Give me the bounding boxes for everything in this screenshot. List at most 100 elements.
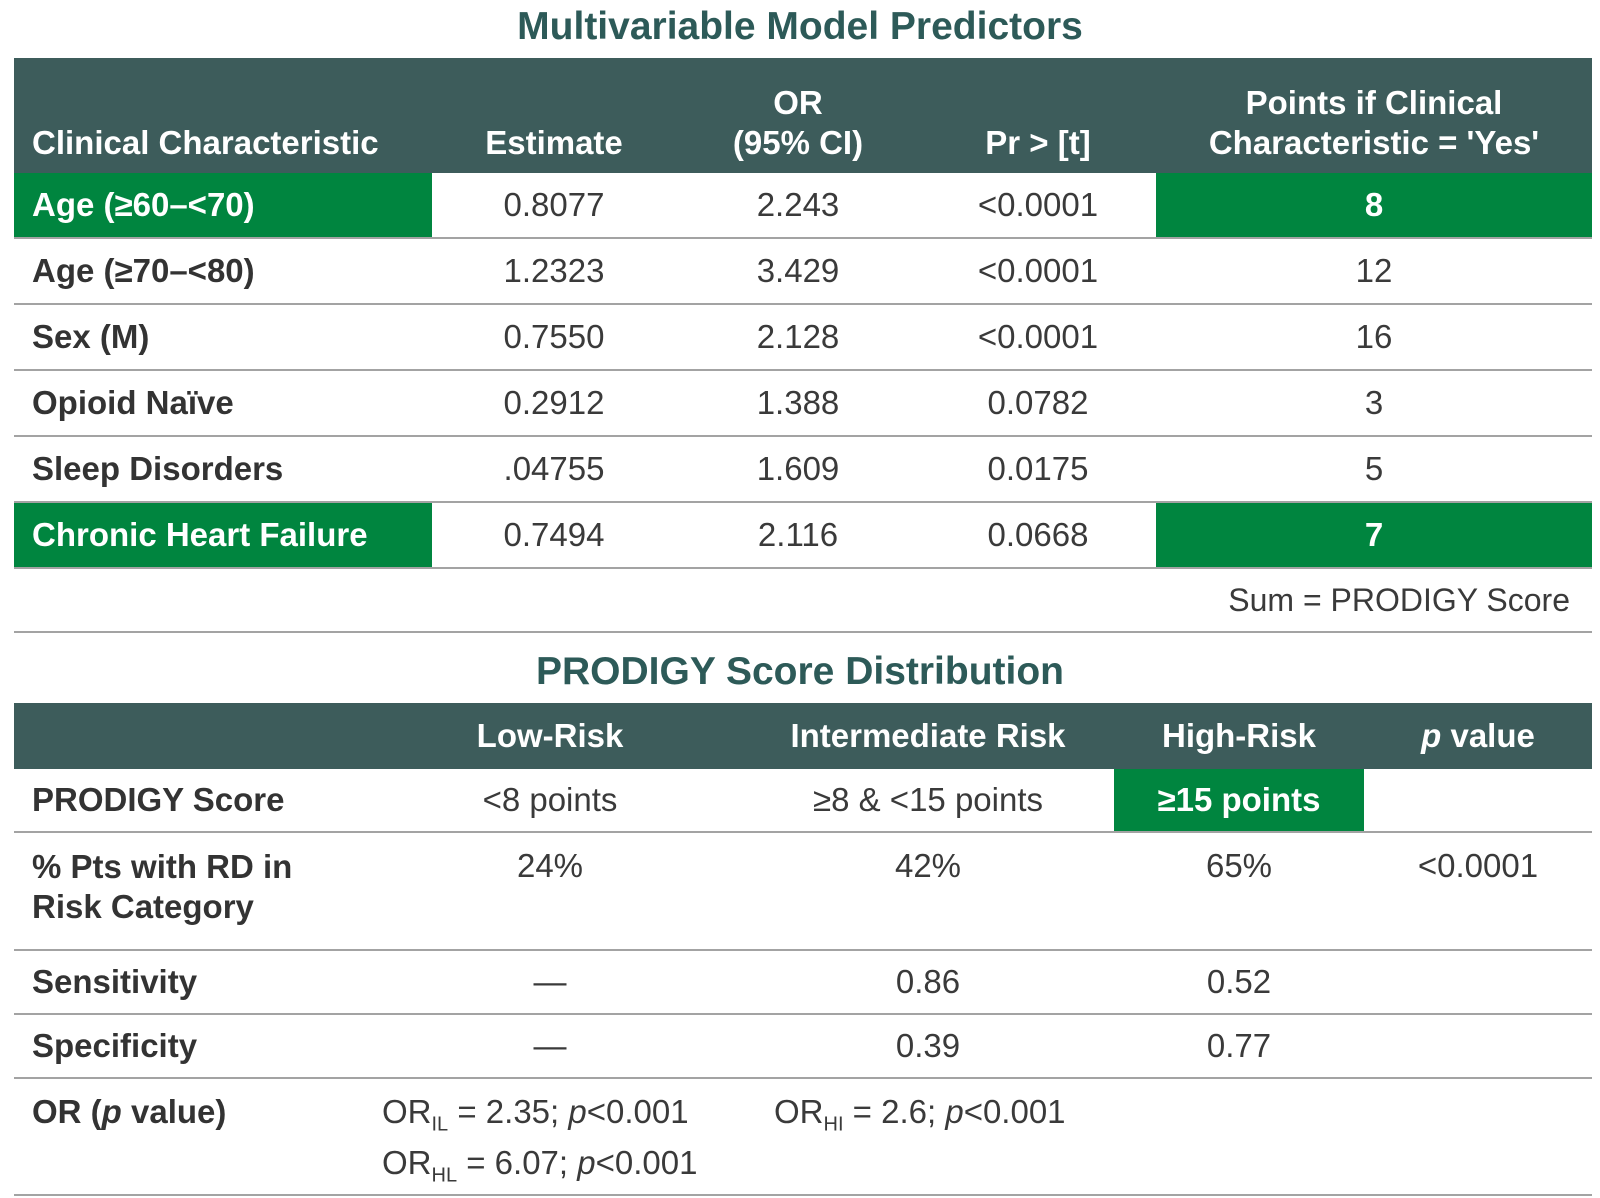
header-pr: Pr > [t] xyxy=(920,58,1156,173)
header-points-line1: Points if Clinical xyxy=(1245,84,1503,121)
row-estimate: 0.7550 xyxy=(432,304,676,371)
pct-row: % Pts with RD in Risk Category 24% 42% 65… xyxy=(14,832,1592,951)
table-row: Age (≥70–<80) 1.2323 3.429 <0.0001 12 xyxy=(14,238,1592,305)
header-blank xyxy=(14,703,358,769)
or-text: OR xyxy=(382,1143,432,1181)
score-label: PRODIGY Score xyxy=(14,769,358,833)
or-sub: IL xyxy=(431,1113,449,1136)
score-high: ≥15 points xyxy=(1114,769,1364,833)
row-estimate: 0.7494 xyxy=(432,502,676,569)
header-characteristic: Clinical Characteristic xyxy=(14,58,432,173)
row-label: Opioid Naïve xyxy=(14,370,432,437)
or-label-pre: OR ( xyxy=(32,1093,102,1130)
specificity-high: 0.77 xyxy=(1114,1014,1364,1079)
row-or: 1.609 xyxy=(676,436,920,503)
or-low-line1: ORIL = 2.35; p<0.001 xyxy=(382,1093,742,1144)
row-points: 3 xyxy=(1156,370,1592,437)
pct-high: 65% xyxy=(1114,832,1364,951)
row-estimate: 0.8077 xyxy=(432,173,676,239)
row-pr: 0.0668 xyxy=(920,502,1156,569)
distribution-header-row: Low-Risk Intermediate Risk High-Risk p v… xyxy=(14,703,1592,769)
score-intermediate: ≥8 & <15 points xyxy=(742,769,1114,833)
row-label: Sex (M) xyxy=(14,304,432,371)
or-val: <0.001 xyxy=(595,1143,698,1181)
row-label: Age (≥70–<80) xyxy=(14,238,432,305)
row-pr: 0.0175 xyxy=(920,436,1156,503)
pct-label-line1: % Pts with RD in xyxy=(32,848,293,885)
predictors-header-row: Clinical Characteristic Estimate OR (95% … xyxy=(14,58,1592,173)
or-text: OR xyxy=(382,1093,432,1130)
score-low: <8 points xyxy=(358,769,742,833)
row-estimate: 1.2323 xyxy=(432,238,676,305)
sensitivity-label: Sensitivity xyxy=(14,950,358,1015)
or-label-post: value) xyxy=(121,1093,227,1130)
header-intermediate-risk: Intermediate Risk xyxy=(742,703,1114,769)
table-row: Sex (M) 0.7550 2.128 <0.0001 16 xyxy=(14,304,1592,371)
score-row: PRODIGY Score <8 points ≥8 & <15 points … xyxy=(14,769,1592,833)
sum-note: Sum = PRODIGY Score xyxy=(14,568,1592,633)
or-intermediate: ORHI = 2.6; p<0.001 xyxy=(742,1078,1114,1197)
row-pr: <0.0001 xyxy=(920,173,1156,239)
specificity-intermediate: 0.39 xyxy=(742,1014,1114,1079)
or-p: p xyxy=(577,1143,596,1181)
row-or: 3.429 xyxy=(676,238,920,305)
table2-title: PRODIGY Score Distribution xyxy=(535,650,1065,693)
pct-p: <0.0001 xyxy=(1364,832,1592,951)
pct-label-line2: Risk Category xyxy=(32,888,254,925)
sum-row: Sum = PRODIGY Score xyxy=(14,568,1592,633)
header-points-line2: Characteristic = 'Yes' xyxy=(1208,124,1540,161)
or-label-p: p xyxy=(101,1093,122,1130)
header-high-risk: High-Risk xyxy=(1114,703,1364,769)
pct-low: 24% xyxy=(358,832,742,951)
table1-title: Multivariable Model Predictors xyxy=(517,5,1083,48)
or-int-line1: ORHI = 2.6; p<0.001 xyxy=(774,1093,1114,1144)
specificity-low: — xyxy=(358,1014,742,1079)
row-pr: <0.0001 xyxy=(920,238,1156,305)
or-p: p xyxy=(945,1093,964,1130)
specificity-row: Specificity — 0.39 0.77 xyxy=(14,1014,1592,1079)
table-row: Sleep Disorders .04755 1.609 0.0175 5 xyxy=(14,436,1592,503)
row-points: 12 xyxy=(1156,238,1592,305)
row-estimate: 0.2912 xyxy=(432,370,676,437)
distribution-table: Low-Risk Intermediate Risk High-Risk p v… xyxy=(14,703,1592,1197)
row-label: Sleep Disorders xyxy=(14,436,432,503)
row-points: 7 xyxy=(1156,502,1592,569)
row-or: 2.243 xyxy=(676,173,920,239)
row-label: Age (≥60–<70) xyxy=(14,173,432,239)
or-low: ORIL = 2.35; p<0.001 ORHL = 6.07; p<0.00… xyxy=(358,1078,742,1197)
or-val: <0.001 xyxy=(586,1093,689,1130)
sensitivity-high: 0.52 xyxy=(1114,950,1364,1015)
header-or-line1: OR xyxy=(773,84,823,121)
or-sub: HI xyxy=(823,1113,844,1136)
sensitivity-low: — xyxy=(358,950,742,1015)
row-estimate: .04755 xyxy=(432,436,676,503)
or-val: <0.001 xyxy=(963,1093,1066,1130)
row-points: 8 xyxy=(1156,173,1592,239)
header-low-risk: Low-Risk xyxy=(358,703,742,769)
sensitivity-p xyxy=(1364,950,1592,1015)
or-high xyxy=(1114,1078,1364,1197)
header-or: OR (95% CI) xyxy=(676,58,920,173)
specificity-p xyxy=(1364,1014,1592,1079)
sensitivity-intermediate: 0.86 xyxy=(742,950,1114,1015)
row-or: 2.128 xyxy=(676,304,920,371)
table-row: Age (≥60–<70) 0.8077 2.243 <0.0001 8 xyxy=(14,173,1592,239)
or-p-col xyxy=(1364,1078,1592,1197)
table-row: Chronic Heart Failure 0.7494 2.116 0.066… xyxy=(14,502,1592,569)
header-p-value: p value xyxy=(1364,703,1592,769)
or-low-line2: ORHL = 6.07; p<0.001 xyxy=(382,1144,742,1195)
or-sub: HL xyxy=(431,1164,458,1187)
or-row: OR (p value) ORIL = 2.35; p<0.001 ORHL =… xyxy=(14,1078,1592,1197)
header-or-line2: (95% CI) xyxy=(732,124,864,161)
specificity-label: Specificity xyxy=(14,1014,358,1079)
table-row: Opioid Naïve 0.2912 1.388 0.0782 3 xyxy=(14,370,1592,437)
or-text: OR xyxy=(774,1093,824,1130)
row-pr: 0.0782 xyxy=(920,370,1156,437)
or-eq: = 6.07; xyxy=(457,1143,578,1181)
row-pr: <0.0001 xyxy=(920,304,1156,371)
or-eq: = 2.35; xyxy=(448,1093,569,1130)
header-p-italic: p xyxy=(1421,717,1442,754)
header-p-rest: value xyxy=(1441,717,1535,754)
pct-label: % Pts with RD in Risk Category xyxy=(14,832,358,951)
row-points: 16 xyxy=(1156,304,1592,371)
